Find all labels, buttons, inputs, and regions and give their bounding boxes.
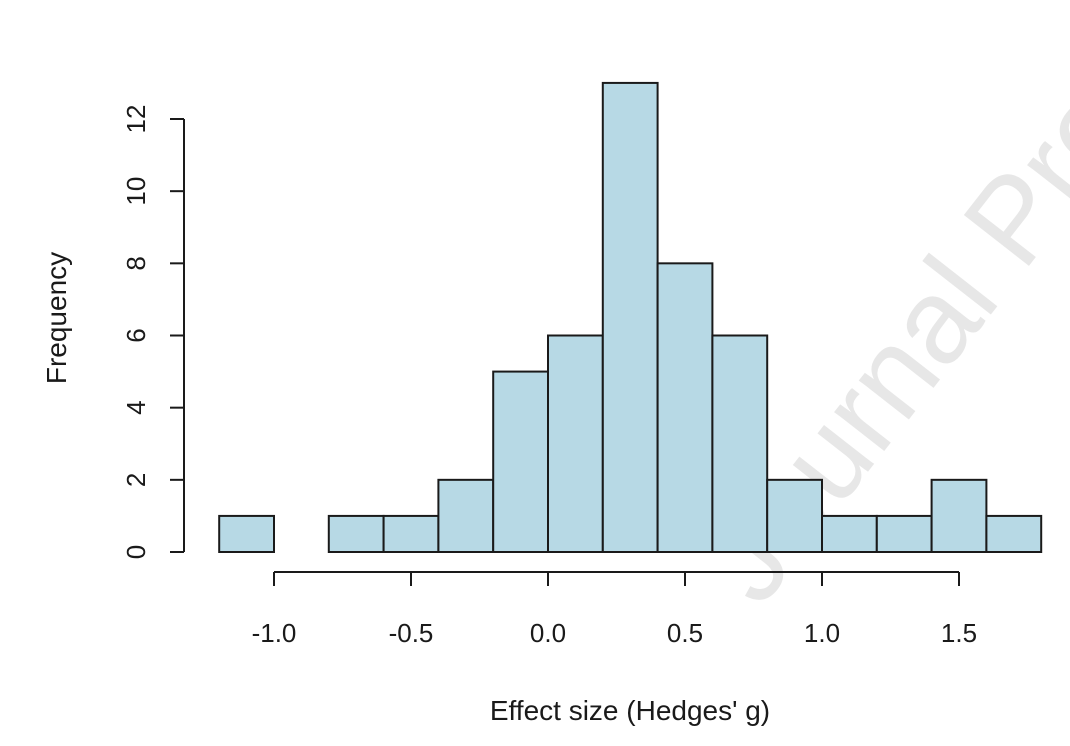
x-tick-label: 1.0: [804, 618, 840, 648]
histogram-bar: [656, 262, 714, 553]
y-tick-label: 12: [121, 105, 151, 134]
histogram-bar: [218, 514, 275, 554]
y-tick-label: 8: [121, 256, 151, 270]
histogram-bar: [766, 478, 824, 554]
bars-group: [218, 81, 1043, 554]
histogram-bar: [437, 478, 495, 554]
histogram-bar: [711, 334, 769, 553]
y-tick-label: 4: [121, 400, 151, 414]
x-tick-label: 1.5: [941, 618, 977, 648]
histogram-bar: [492, 370, 550, 554]
x-tick-label: -0.5: [389, 618, 434, 648]
histogram-bar: [930, 478, 988, 554]
histogram-bar: [985, 514, 1043, 554]
histogram-bar: [601, 81, 659, 554]
y-tick-label: 6: [121, 328, 151, 342]
histogram-bar: [875, 514, 933, 554]
histogram-bar: [382, 514, 440, 554]
y-tick-label: 10: [121, 177, 151, 206]
y-tick-label: 0: [121, 545, 151, 559]
x-axis: -1.0 -0.5 0.0 0.5 1.0 1.5: [252, 571, 977, 648]
histogram-bar: [547, 334, 604, 553]
y-axis-title: Frequency: [41, 252, 72, 384]
y-axis: 0 2 4 6 8 10 12: [121, 105, 185, 559]
x-tick-label: 0.0: [530, 618, 566, 648]
histogram-bar: [821, 514, 878, 554]
y-tick-label: 2: [121, 473, 151, 487]
x-tick-label: -1.0: [252, 618, 297, 648]
histogram-bar: [327, 514, 385, 554]
x-tick-label: 0.5: [667, 618, 703, 648]
x-axis-title: Effect size (Hedges' g): [490, 695, 770, 726]
